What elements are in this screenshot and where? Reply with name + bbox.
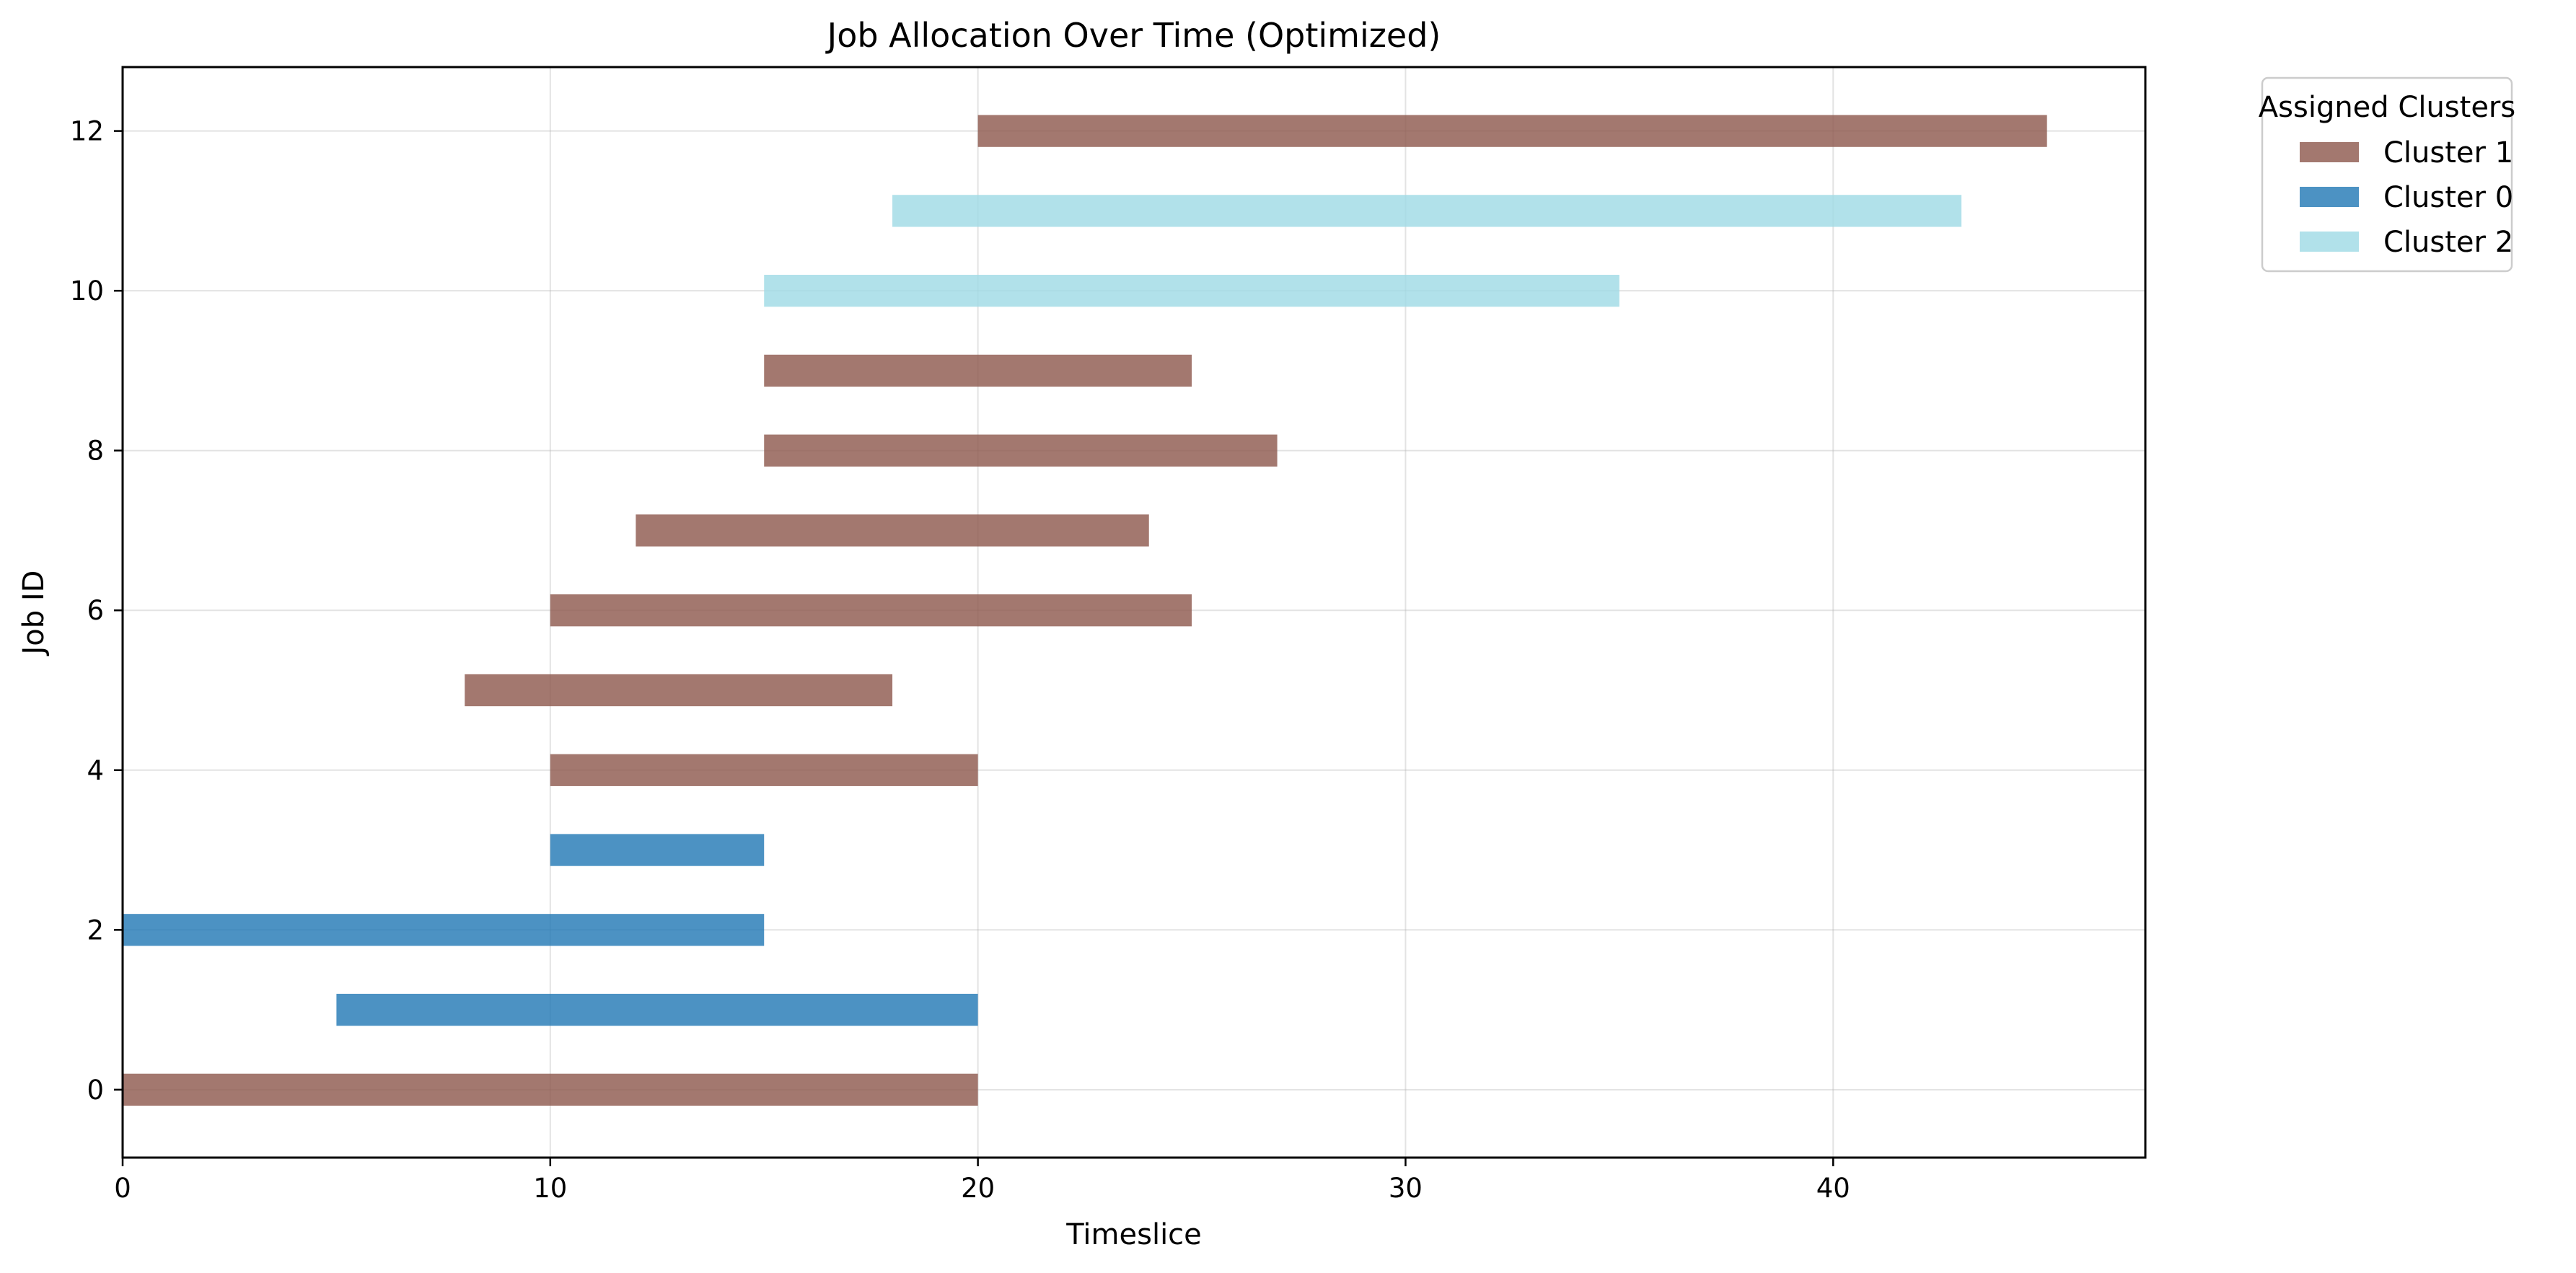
x-tick-label: 30 [1389, 1173, 1423, 1204]
plot-frame [121, 66, 2147, 1159]
job-bar-11 [892, 195, 1962, 227]
x-tick-label: 40 [1816, 1173, 1850, 1204]
legend-swatch [2300, 232, 2359, 252]
y-tick-label: 4 [87, 755, 104, 786]
legend-entries: Cluster 1 Cluster 0 Cluster 2 [2300, 136, 2513, 259]
legend-frame [2261, 76, 2513, 273]
y-tick-label: 8 [87, 436, 104, 467]
job-bar-3 [550, 834, 765, 866]
x-axis-label: Timeslice [1065, 1218, 1202, 1251]
job-bar-10 [764, 275, 1619, 307]
legend-label: Cluster 1 [2383, 136, 2513, 169]
y-tick-label: 0 [87, 1075, 104, 1106]
job-bar-0 [123, 1073, 978, 1106]
legend-title: Assigned Clusters [2259, 91, 2515, 124]
job-bar-1 [336, 993, 978, 1026]
job-bar-6 [550, 594, 1192, 627]
y-tick-label: 2 [87, 915, 104, 946]
job-bar-5 [465, 674, 893, 707]
job-bar-4 [550, 754, 978, 786]
job-bar-7 [636, 514, 1149, 547]
job-bar-2 [123, 914, 765, 946]
y-axis-label: Job ID [17, 571, 50, 657]
chart-title: Job Allocation Over Time (Optimized) [825, 16, 1441, 55]
axis-ticks: 0 10 20 30 40 0 2 4 6 8 10 12 [70, 116, 1850, 1204]
legend-swatch [2300, 142, 2359, 162]
x-tick-label: 0 [114, 1173, 131, 1204]
legend-label: Cluster 2 [2383, 226, 2513, 259]
y-tick-label: 12 [70, 116, 104, 147]
x-tick-label: 10 [533, 1173, 567, 1204]
job-bar-12 [977, 115, 2047, 147]
y-tick-label: 10 [70, 276, 104, 307]
x-tick-label: 20 [961, 1173, 995, 1204]
job-bar-8 [764, 434, 1278, 467]
job-bars [123, 115, 2047, 1106]
job-bar-9 [764, 354, 1192, 387]
y-tick-label: 6 [87, 595, 104, 626]
legend-swatch [2300, 187, 2359, 207]
plot-area: 0 10 20 30 40 0 2 4 6 8 10 12 [70, 66, 2147, 1204]
legend-label: Cluster 0 [2383, 181, 2513, 214]
